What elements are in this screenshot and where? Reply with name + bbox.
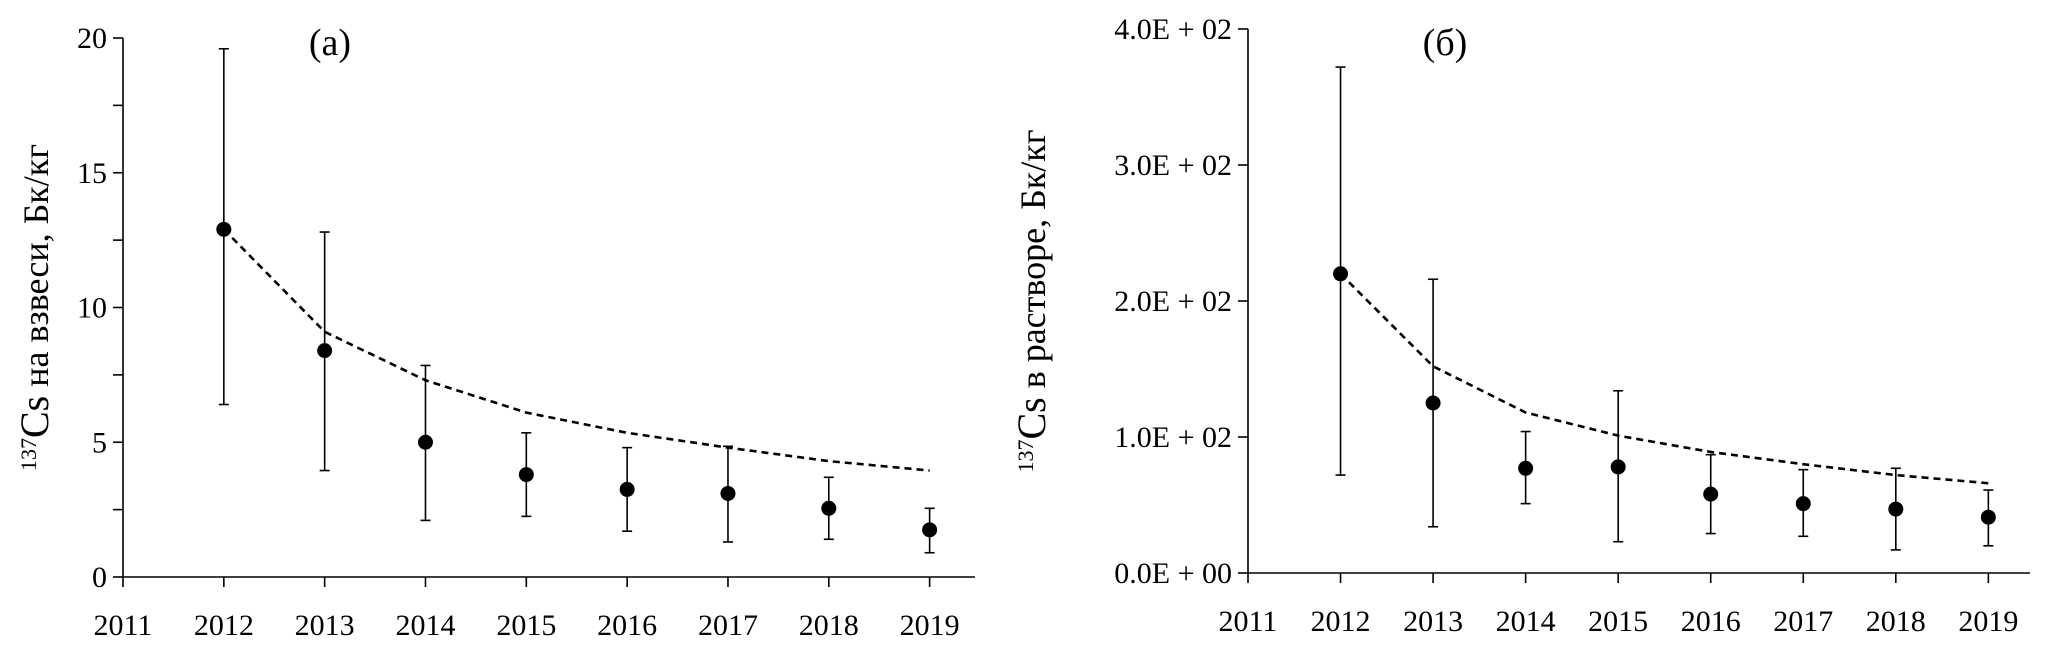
data-point [1518,460,1534,476]
x-tick-label: 2017 [698,609,758,642]
data-point [821,500,837,516]
y-tick-label: 2.0E + 02 [1114,285,1232,318]
data-point [518,467,534,483]
y-tick-label: 5 [92,426,107,459]
y-axis-title: 137Cs на взвеси, Бк/кг [12,144,57,471]
y-tick-label: 10 [77,292,107,325]
data-point [1333,266,1349,282]
y-tick-label: 1.0E + 02 [1114,421,1232,454]
y-axis-title-text: в растворе, Бк/кг [1013,129,1053,397]
data-point [216,221,232,237]
x-tick-label: 2019 [1958,605,2018,638]
x-tick-label: 2016 [597,609,657,642]
x-tick-label: 2015 [1588,605,1648,638]
x-tick-label: 2018 [1866,605,1926,638]
x-tick-label: 2011 [94,609,153,642]
x-tick-label: 2016 [1681,605,1741,638]
y-tick-label: 0.0E + 00 [1114,557,1232,590]
y-axis-title-element: Cs [1009,397,1054,439]
data-point [1703,486,1719,502]
chart-panel-1: 0.0E + 00 1.0E + 02 2.0E + 02 3.0E + 02 4.0E… [1009,13,2030,638]
x-tick-label: 2017 [1773,605,1833,638]
panel-label: (а) [309,22,351,64]
panel-label: (б) [1423,22,1468,64]
y-tick-label: 15 [77,157,107,190]
data-point [417,434,433,450]
x-tick-label: 2011 [1219,605,1278,638]
y-tick-label: 4.0E + 02 [1114,13,1232,46]
y-tick-label: 3.0E + 02 [1114,149,1232,182]
x-tick-label: 2014 [1496,605,1556,638]
y-tick-label: 0 [92,561,107,594]
data-point [619,481,635,497]
x-tick-label: 2018 [799,609,859,642]
x-tick-label: 2013 [1403,605,1463,638]
y-axis-title-element: Cs [12,396,57,438]
data-point [1980,509,1996,525]
y-tick-label: 20 [77,22,107,55]
x-tick-label: 2012 [1311,605,1371,638]
data-point [922,522,938,538]
y-axis-title-text: на взвеси, Бк/кг [16,144,56,396]
x-tick-label: 2014 [395,609,455,642]
chart-panel-0: 0 5 10 15 20 2011 2012 2013 2014 2015 2016 2017 2018… [12,22,975,642]
data-point [720,485,736,501]
x-tick-label: 2019 [900,609,960,642]
data-point [317,343,333,359]
x-tick-label: 2012 [194,609,254,642]
y-axis-title: 137Cs в растворе, Бк/кг [1009,129,1054,472]
y-axis-title-superscript: 137 [16,438,41,471]
fit-curve-dashed [1339,272,1989,485]
data-point [1795,496,1811,512]
x-tick-label: 2013 [295,609,355,642]
x-tick-label: 2015 [496,609,556,642]
data-point [1425,395,1441,411]
y-axis-title-superscript: 137 [1013,440,1038,473]
fit-curve-dashed [222,228,930,472]
data-point [1888,501,1904,517]
data-point [1610,459,1626,475]
